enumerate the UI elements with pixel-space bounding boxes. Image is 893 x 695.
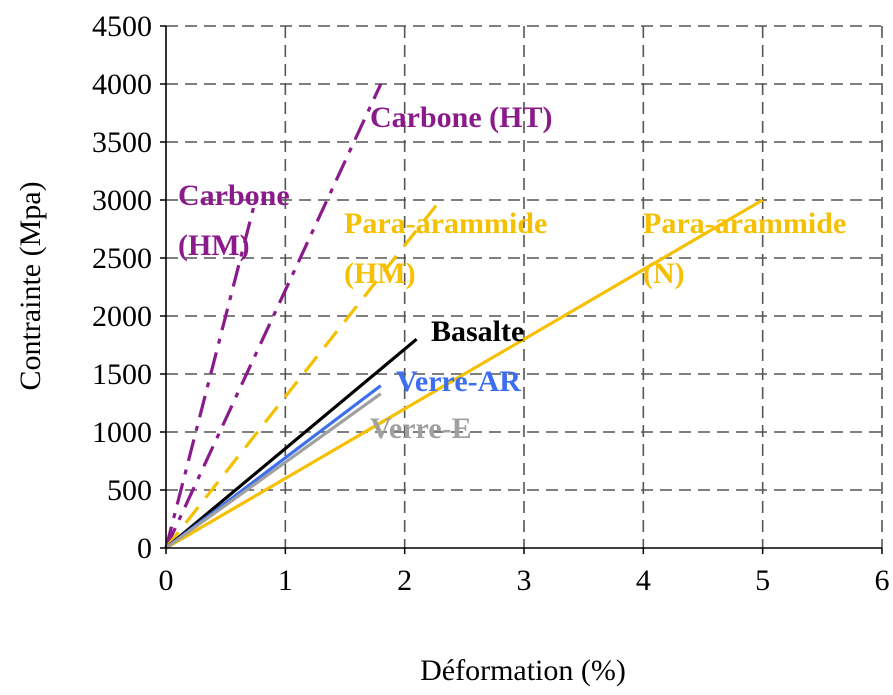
x-tick-label-6: 6	[875, 564, 890, 597]
x-tick-label-5: 5	[755, 564, 770, 597]
x-tick-label-1: 1	[278, 564, 293, 597]
series-line-carbone-hm	[164, 199, 258, 549]
series-label-line: (HM)	[178, 229, 250, 262]
x-tick-label-3: 3	[517, 564, 532, 597]
y-tick-label-7: 3500	[92, 126, 152, 159]
series-line-basalte	[164, 337, 418, 550]
series-label-carbone-hm: Carbone (HM)	[178, 179, 290, 262]
y-tick-label-5: 2500	[92, 242, 152, 275]
y-tick-label-3: 1500	[92, 358, 152, 391]
series-line-verre-e	[165, 392, 382, 550]
series-label-line: (HM)	[344, 257, 416, 290]
series-label-carbone-ht: Carbone (HT)	[370, 101, 553, 134]
series-labels: Carbone (HM) Carbone (HT) Para-arammide (HM)…	[178, 101, 846, 445]
series-label-para-arammide-n: Para-arammide (N)	[643, 207, 846, 290]
y-tick-label-1: 500	[107, 474, 152, 507]
series-label-line: Para-arammide	[643, 207, 846, 240]
series-label-line: (N)	[643, 257, 685, 290]
series-label-line: Carbone (HT)	[370, 101, 553, 134]
y-tick-label-6: 3000	[92, 184, 152, 217]
series-label-line: Basalte	[431, 315, 524, 348]
y-tick-label-2: 1000	[92, 416, 152, 449]
series-lines	[164, 83, 764, 550]
grid	[166, 25, 883, 548]
x-axis-title: Déformation (%)	[420, 654, 626, 687]
series-label-verre-ar: Verre-AR	[396, 365, 521, 398]
series-label-line: Verre-E	[370, 412, 472, 445]
y-axis-title: Contrainte (Mpa)	[14, 181, 47, 390]
series-label-line: Para-arammide	[344, 207, 547, 240]
axes: 0 500 1000 1500 2000 2500 3000 3500 4000 4500 0 1 2 3…	[92, 10, 890, 597]
series-line-para-arammide-n	[165, 198, 764, 550]
x-tick-label-0: 0	[159, 564, 174, 597]
series-line-carbone-ht	[164, 83, 383, 549]
series-label-line: Verre-AR	[396, 365, 521, 398]
series-label-line: Carbone	[178, 179, 290, 212]
y-tick-label-9: 4500	[92, 10, 152, 43]
series-label-verre-e: Verre-E	[370, 412, 472, 445]
x-tick-label-4: 4	[636, 564, 651, 597]
y-tick-label-4: 2000	[92, 300, 152, 333]
y-tick-label-8: 4000	[92, 68, 152, 101]
series-line-para-arammide-hm	[164, 199, 442, 549]
series-label-basalte: Basalte	[431, 315, 524, 348]
y-tick-label-0: 0	[137, 532, 152, 565]
x-tick-label-2: 2	[397, 564, 412, 597]
series-label-para-arammide-hm: Para-arammide (HM)	[344, 207, 547, 290]
